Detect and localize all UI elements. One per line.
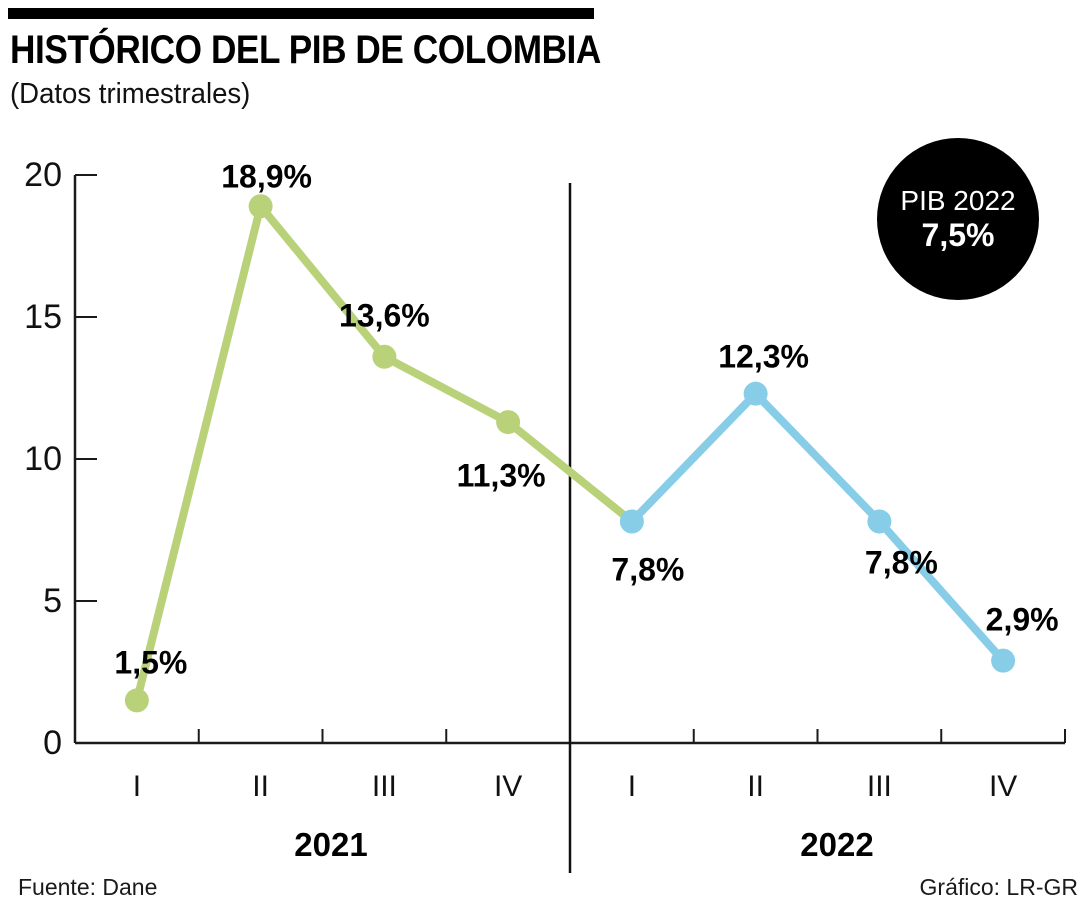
year-label-2022: 2022 [800, 826, 874, 863]
y-tick-label: 0 [43, 724, 62, 762]
x-tick-label: I [627, 770, 637, 803]
y-tick-label: 5 [43, 582, 62, 620]
series-line-2022 [627, 389, 1008, 665]
data-point-label: 11,3% [456, 457, 546, 494]
data-point-label: 2,9% [985, 601, 1059, 638]
source-credit: Fuente: Dane [18, 874, 158, 900]
pib-2022-badge: PIB 2022 7,5% [877, 138, 1039, 300]
data-point-label: 13,6% [339, 297, 430, 334]
data-point-label: 18,9% [221, 158, 312, 195]
title-rule [8, 8, 594, 19]
data-point-dot-2022 [743, 381, 768, 406]
graphic-credit: Gráfico: LR-GR [919, 874, 1078, 900]
page-title: HISTÓRICO DEL PIB DE COLOMBIA [10, 28, 601, 72]
series-line-2021 [132, 202, 636, 705]
x-tick-label: III [866, 770, 892, 803]
y-tick-label: 10 [24, 440, 62, 478]
data-point-label: 7,8% [864, 544, 938, 581]
data-point-dot-2022 [991, 648, 1016, 673]
data-point-dot-2021 [124, 688, 149, 713]
x-tick-label: IV [493, 770, 523, 803]
x-tick-label: IV [988, 770, 1018, 803]
data-point-dot-2021 [496, 410, 521, 435]
data-point-dot-2021 [248, 194, 273, 219]
data-point-label: 1,5% [114, 644, 188, 681]
y-tick-label: 20 [24, 156, 62, 194]
x-tick-label: III [371, 770, 397, 803]
badge-label: PIB 2022 [900, 184, 1016, 216]
data-point-dot-2022 [867, 509, 892, 534]
year-label-2021: 2021 [294, 826, 368, 863]
data-point-dot-2021 [372, 344, 397, 369]
badge-value: 7,5% [921, 216, 995, 253]
y-tick-label: 15 [24, 298, 62, 336]
data-point-dot-2022 [619, 509, 644, 534]
x-tick-label: II [252, 770, 269, 803]
data-point-label: 7,8% [611, 551, 685, 588]
x-tick-label: II [747, 770, 764, 803]
page-subtitle: (Datos trimestrales) [10, 78, 251, 110]
x-tick-label: I [132, 770, 142, 803]
data-point-label: 12,3% [718, 338, 809, 375]
